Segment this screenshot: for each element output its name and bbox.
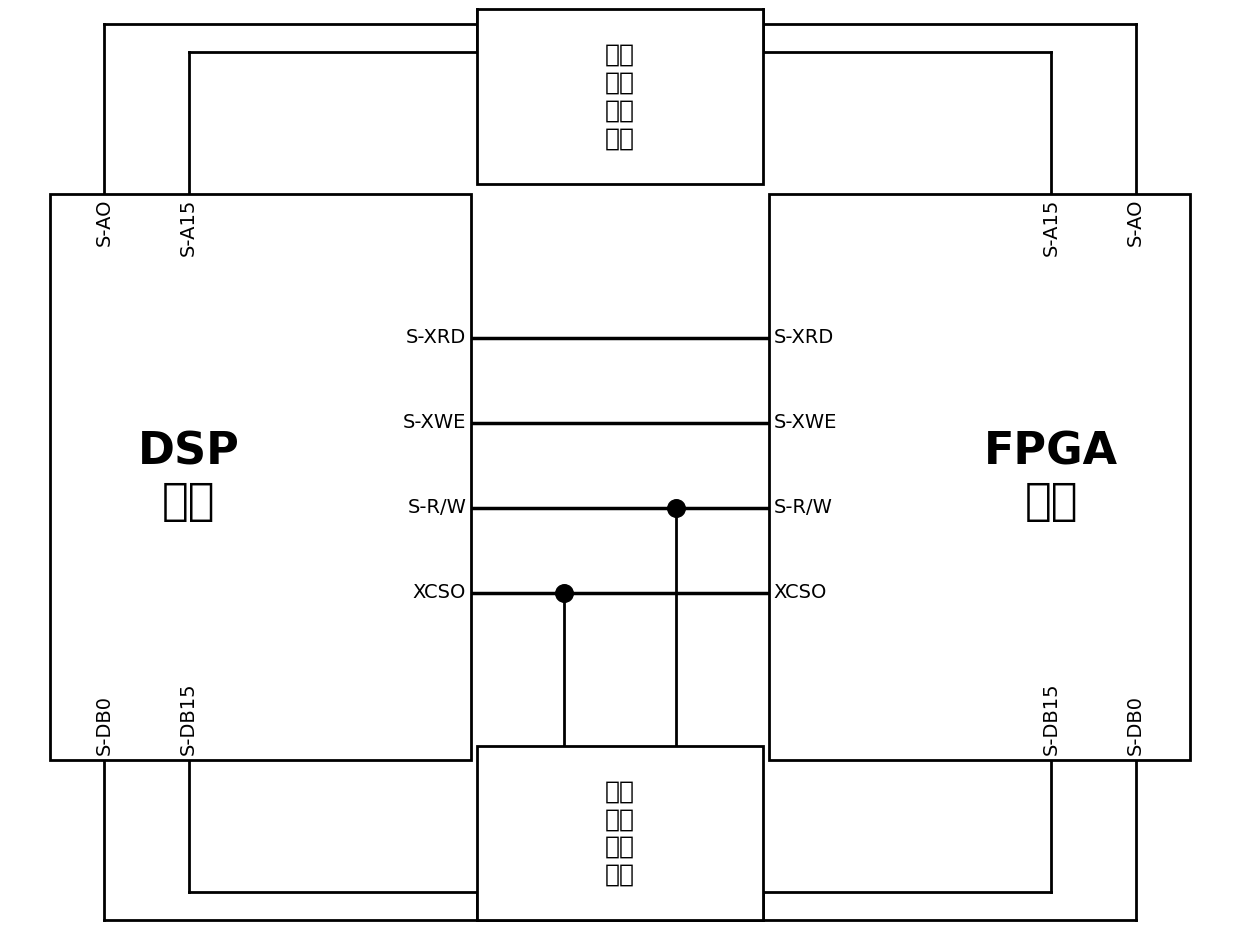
- Bar: [50, 194, 471, 760]
- Text: S-AO: S-AO: [95, 198, 114, 245]
- Text: 电平
转换
电路
芯片: 电平 转换 电路 芯片: [605, 780, 635, 886]
- Text: S-A15: S-A15: [180, 198, 198, 256]
- Text: S-A15: S-A15: [1042, 198, 1060, 256]
- Text: DSP
芯片: DSP 芯片: [138, 430, 239, 523]
- Bar: [477, 746, 763, 920]
- Text: S-XWE: S-XWE: [403, 413, 466, 432]
- Text: S-DB15: S-DB15: [1042, 683, 1060, 755]
- Bar: [769, 194, 1190, 760]
- Text: FPGA
芯片: FPGA 芯片: [985, 430, 1118, 523]
- Text: S-XRD: S-XRD: [405, 329, 466, 347]
- Text: XCSO: XCSO: [774, 583, 827, 602]
- Text: 电平
转换
电路
芯片: 电平 转换 电路 芯片: [605, 43, 635, 150]
- Text: S-R/W: S-R/W: [774, 498, 832, 517]
- Bar: [477, 9, 763, 184]
- Text: S-DB0: S-DB0: [95, 695, 114, 755]
- Text: S-AO: S-AO: [1126, 198, 1145, 245]
- Text: S-DB15: S-DB15: [180, 683, 198, 755]
- Text: S-XWE: S-XWE: [774, 413, 837, 432]
- Point: [666, 500, 686, 515]
- Point: [554, 585, 574, 600]
- Text: XCSO: XCSO: [413, 583, 466, 602]
- Text: S-R/W: S-R/W: [408, 498, 466, 517]
- Text: S-XRD: S-XRD: [774, 329, 835, 347]
- Text: S-DB0: S-DB0: [1126, 695, 1145, 755]
